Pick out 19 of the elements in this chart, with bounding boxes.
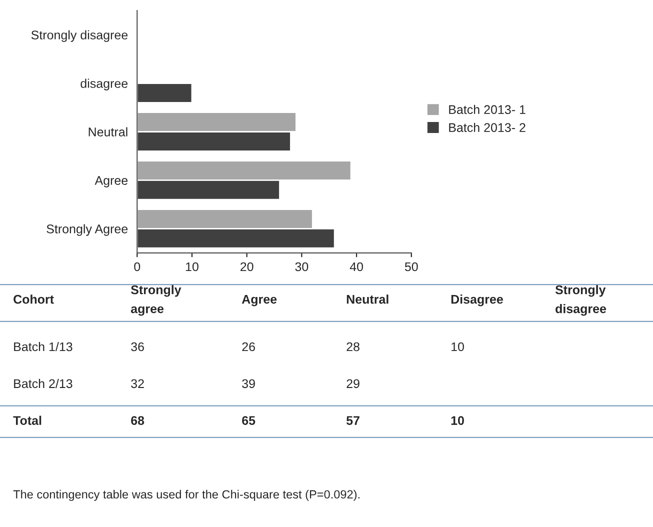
x-tick-label: 10: [186, 262, 198, 272]
y-tick-label: Strongly Agree: [46, 224, 128, 236]
text: Batch 2/13 32 39 29: [14, 378, 360, 388]
text: Cohort Strongly agree Agree Neutral Disagree Strongly disagree: [14, 285, 606, 316]
x-tick-label: 0: [134, 262, 140, 272]
y-tick-label: Neutral: [88, 127, 128, 136]
y-tick-label: disagree: [80, 78, 128, 90]
x-tick-label: 20: [240, 262, 254, 272]
legend-label: Batch 2013- 1: [449, 104, 526, 114]
legend-label: Batch 2013- 2: [449, 122, 526, 132]
y-tick-label: Agree: [94, 176, 128, 188]
x-tick-label: 50: [404, 262, 418, 272]
x-tick-label: 40: [350, 262, 363, 272]
text: Batch 1/13 36 26 28 10: [14, 342, 464, 352]
y-tick-label: Strongly disagree: [31, 30, 128, 42]
text: Total 68 65 57 10: [13, 416, 464, 425]
text: The contingency table was used for the Chi-square test (P=0.092).: [13, 490, 360, 501]
x-tick-label: 30: [295, 262, 308, 272]
bar: [137, 82, 193, 104]
